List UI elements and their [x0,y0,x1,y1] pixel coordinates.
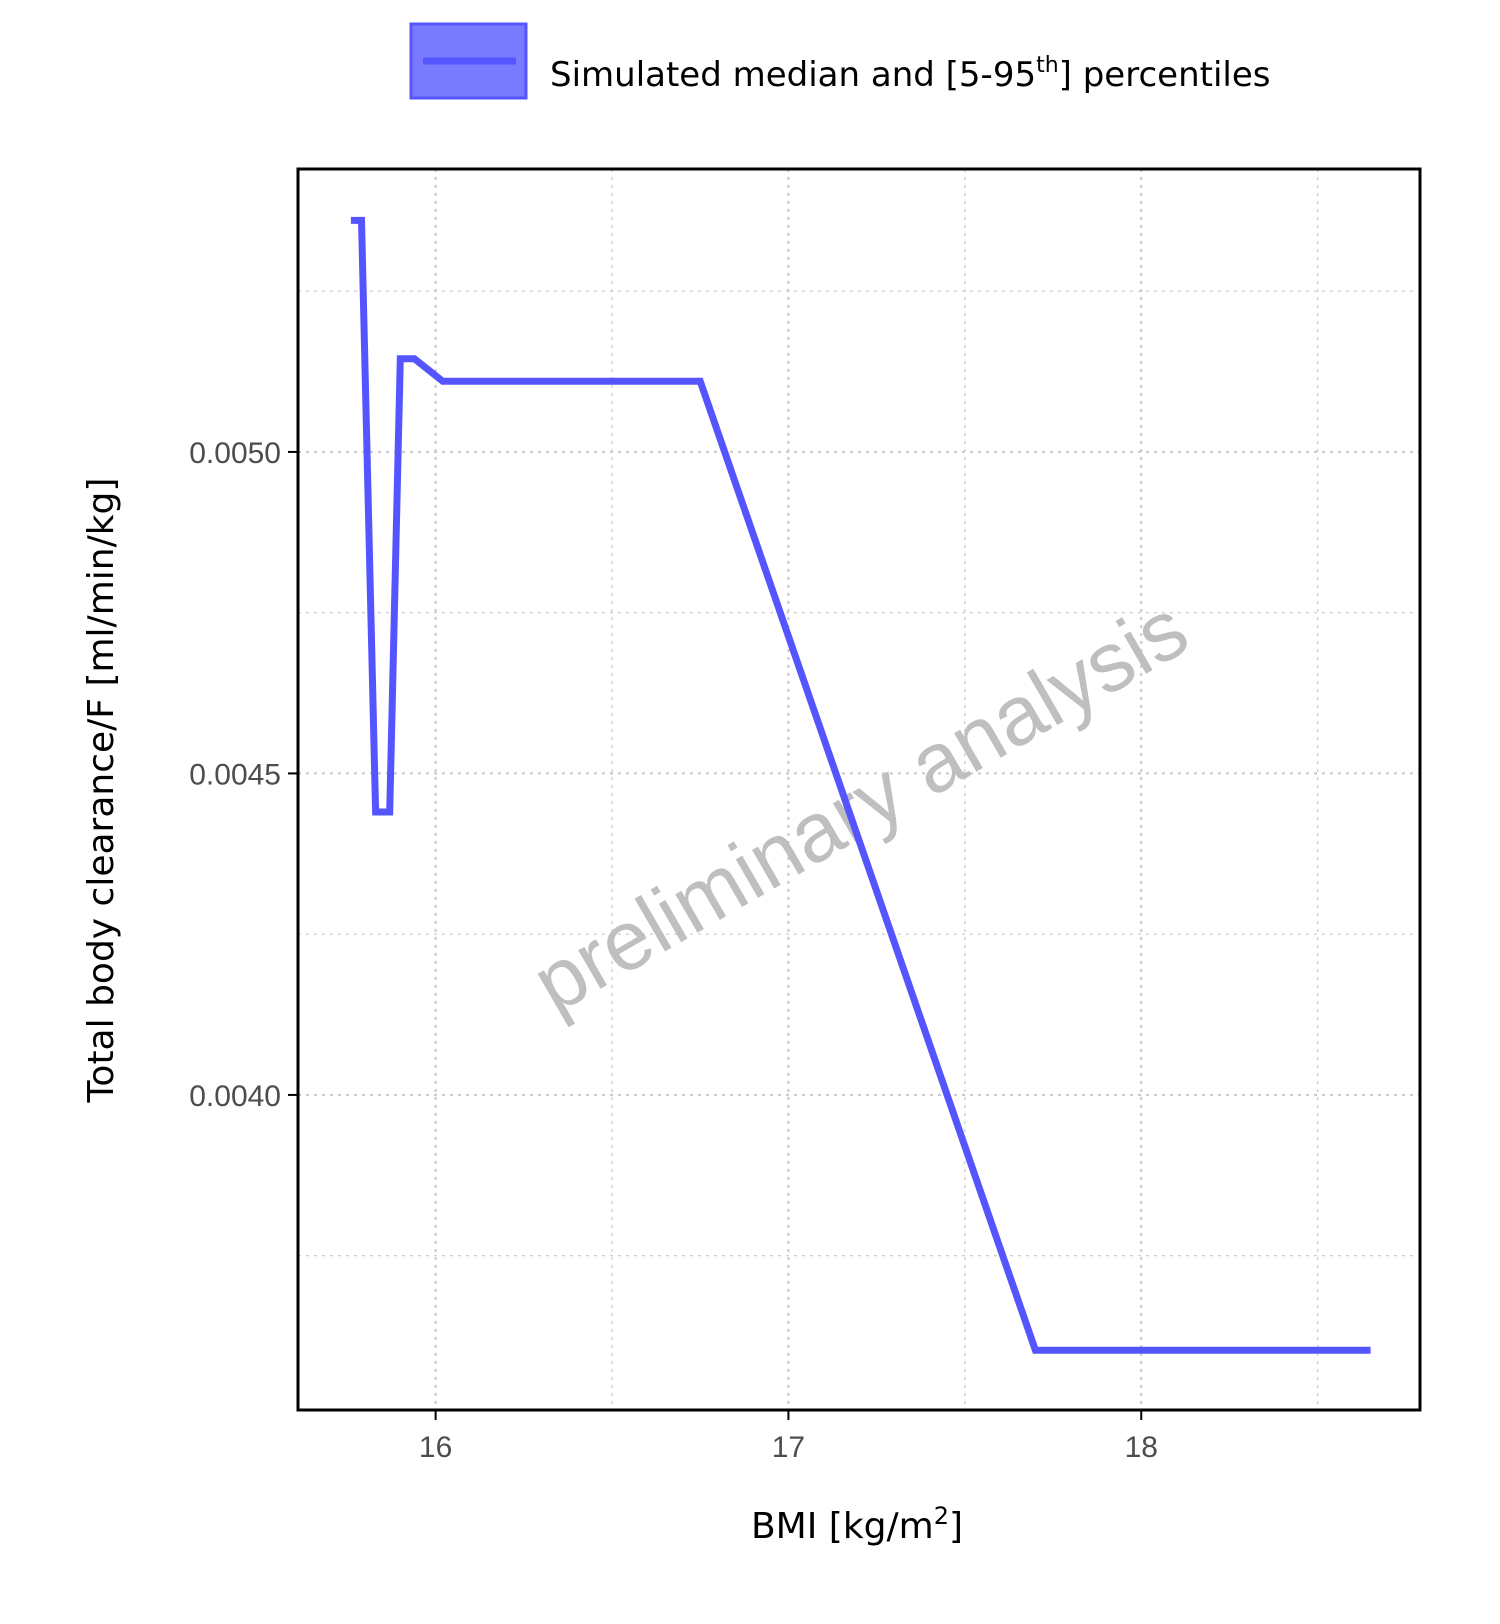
y-tick-label: 0.0050 [189,437,281,470]
x-axis: 16 17 18 [419,1410,1158,1464]
series-median-line-0 [350,216,1371,1354]
y-tick-label: 0.0040 [189,1080,281,1113]
y-axis-title: Total body clearance/F [ml/min/kg] [81,478,122,1104]
x-tick-label: 17 [772,1431,805,1464]
x-axis-title: BMI [kg/m2] [751,1502,963,1547]
y-axis: 0.0040 0.0045 0.0050 [189,437,298,1113]
y-tick-label: 0.0045 [189,758,281,791]
grid [298,169,1420,1410]
x-tick-label: 16 [419,1431,452,1464]
plot-panel-border [296,167,1422,1412]
legend-label: Simulated median and [5-95th] percentile… [550,53,1270,95]
legend: Simulated median and [5-95th] percentile… [409,22,1270,100]
watermark: preliminary analysis [517,580,1203,1030]
x-tick-label: 18 [1125,1431,1158,1464]
series-layer [350,216,1371,1354]
